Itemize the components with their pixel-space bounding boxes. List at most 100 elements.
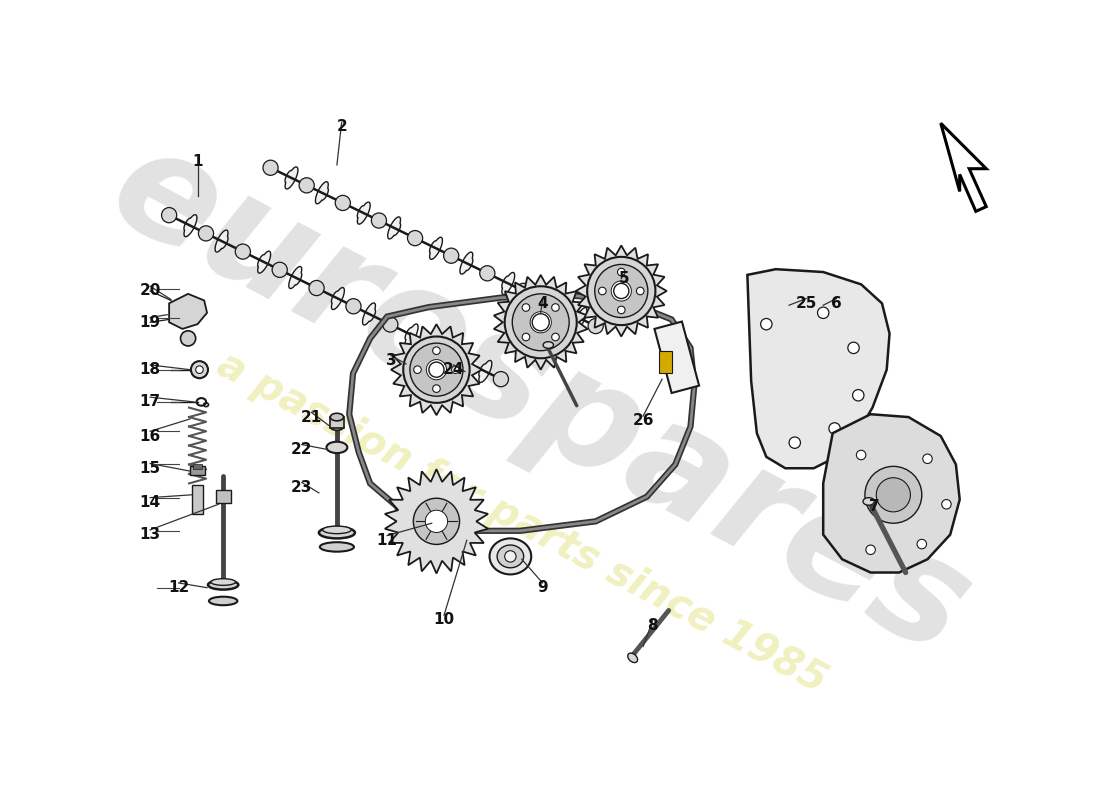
Ellipse shape <box>628 653 638 662</box>
Circle shape <box>417 350 456 390</box>
Ellipse shape <box>497 545 524 568</box>
Circle shape <box>598 287 606 294</box>
Bar <box>654 322 700 393</box>
Circle shape <box>595 265 648 318</box>
Circle shape <box>480 266 495 281</box>
Polygon shape <box>494 275 587 370</box>
Circle shape <box>923 454 932 463</box>
Text: 6: 6 <box>832 296 842 311</box>
Circle shape <box>443 248 459 263</box>
Bar <box>216 490 231 503</box>
Ellipse shape <box>211 578 235 586</box>
Circle shape <box>419 335 435 350</box>
Circle shape <box>877 478 911 512</box>
Polygon shape <box>216 230 228 252</box>
Circle shape <box>299 178 315 193</box>
Text: 1: 1 <box>192 154 202 169</box>
Circle shape <box>404 337 470 403</box>
Circle shape <box>865 466 922 523</box>
Circle shape <box>429 362 444 378</box>
Polygon shape <box>390 324 482 415</box>
Text: 18: 18 <box>140 362 161 377</box>
Polygon shape <box>184 214 197 237</box>
Circle shape <box>637 287 644 294</box>
Ellipse shape <box>864 498 874 506</box>
Circle shape <box>917 539 926 549</box>
Polygon shape <box>387 217 400 239</box>
Polygon shape <box>478 361 492 382</box>
Circle shape <box>552 301 568 316</box>
Circle shape <box>180 331 196 346</box>
Circle shape <box>505 550 516 562</box>
Polygon shape <box>385 469 488 574</box>
Polygon shape <box>285 167 298 189</box>
Text: 13: 13 <box>140 527 161 542</box>
Circle shape <box>345 298 361 314</box>
Ellipse shape <box>319 527 355 538</box>
Ellipse shape <box>330 414 343 421</box>
Bar <box>191 486 204 514</box>
Text: 23: 23 <box>292 480 312 494</box>
Polygon shape <box>940 123 987 211</box>
Polygon shape <box>574 308 587 330</box>
Circle shape <box>309 281 324 296</box>
Text: a passion for parts since 1985: a passion for parts since 1985 <box>210 345 834 702</box>
Circle shape <box>789 437 801 448</box>
Circle shape <box>414 498 460 545</box>
Text: 26: 26 <box>632 414 653 428</box>
Circle shape <box>513 294 569 350</box>
Circle shape <box>235 244 251 259</box>
Circle shape <box>372 213 386 228</box>
Circle shape <box>552 304 559 311</box>
Circle shape <box>336 195 351 210</box>
Text: 20: 20 <box>140 283 161 298</box>
Circle shape <box>848 342 859 354</box>
Polygon shape <box>502 273 515 294</box>
Text: 9: 9 <box>537 580 548 595</box>
Text: 16: 16 <box>140 429 161 443</box>
Circle shape <box>760 318 772 330</box>
Polygon shape <box>460 252 473 274</box>
Bar <box>190 466 205 475</box>
Circle shape <box>198 226 213 241</box>
Text: 11: 11 <box>376 533 398 548</box>
Polygon shape <box>405 324 418 346</box>
Ellipse shape <box>330 422 343 430</box>
Circle shape <box>602 271 641 310</box>
Circle shape <box>852 390 864 401</box>
Circle shape <box>942 499 952 509</box>
Polygon shape <box>532 287 546 310</box>
Ellipse shape <box>209 597 238 606</box>
Circle shape <box>532 314 549 331</box>
Circle shape <box>414 366 421 374</box>
Text: 5: 5 <box>619 271 629 286</box>
Polygon shape <box>363 303 375 325</box>
Circle shape <box>522 334 530 341</box>
Circle shape <box>530 312 551 333</box>
Circle shape <box>520 302 562 343</box>
Circle shape <box>427 359 447 380</box>
Circle shape <box>493 371 508 386</box>
Text: eurospares: eurospares <box>88 114 993 686</box>
Text: 19: 19 <box>140 314 161 330</box>
Polygon shape <box>257 251 271 273</box>
Bar <box>330 417 343 429</box>
Polygon shape <box>331 287 344 310</box>
Circle shape <box>383 317 398 332</box>
Polygon shape <box>429 238 442 259</box>
Polygon shape <box>747 269 890 468</box>
Circle shape <box>866 545 876 554</box>
Circle shape <box>614 283 629 298</box>
Circle shape <box>552 334 559 341</box>
Text: 10: 10 <box>433 613 454 627</box>
Circle shape <box>432 385 440 393</box>
Polygon shape <box>823 414 959 573</box>
Bar <box>659 350 672 374</box>
Polygon shape <box>358 202 371 224</box>
Circle shape <box>587 257 656 325</box>
Text: 15: 15 <box>140 461 161 476</box>
Circle shape <box>432 347 440 354</box>
Circle shape <box>588 318 603 334</box>
Text: 7: 7 <box>869 498 880 514</box>
Ellipse shape <box>208 580 239 590</box>
